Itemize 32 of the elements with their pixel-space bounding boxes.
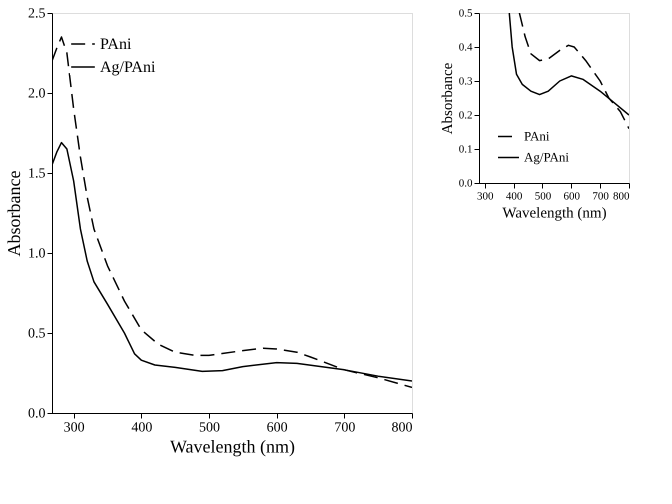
y-tick-label: 0.2 bbox=[458, 110, 472, 122]
legend-label: Ag/PAni bbox=[524, 150, 570, 164]
x-tick-label: 700 bbox=[592, 190, 610, 202]
x-tick-label: 500 bbox=[534, 190, 552, 202]
x-tick-label: 500 bbox=[198, 420, 220, 436]
y-tick-label: 0.0 bbox=[458, 178, 473, 190]
x-axis-title: Wavelength (nm) bbox=[170, 436, 296, 456]
x-tick-label: 400 bbox=[506, 190, 523, 202]
y-tick-label: 0.5 bbox=[28, 326, 46, 342]
x-tick-label: 300 bbox=[64, 420, 85, 436]
legend-label: PAni bbox=[524, 128, 550, 144]
x-tick-label: 400 bbox=[131, 420, 152, 436]
x-tick-label: 800 bbox=[392, 420, 412, 436]
x-tick-label: 600 bbox=[266, 420, 288, 436]
x-tick-label: 800 bbox=[613, 190, 630, 202]
legend-label: PAni bbox=[100, 36, 132, 53]
x-tick-label: 600 bbox=[564, 190, 581, 202]
y-tick-label: 2.5 bbox=[28, 6, 46, 22]
y-tick-label: 0.5 bbox=[458, 8, 473, 20]
x-tick-label: 700 bbox=[334, 420, 356, 436]
y-tick-label: 0.4 bbox=[458, 42, 473, 54]
y-axis-title: Absorbance bbox=[4, 170, 24, 256]
y-tick-label: 0.3 bbox=[458, 76, 473, 88]
x-tick-label: 300 bbox=[477, 190, 494, 202]
y-tick-label: 1.5 bbox=[28, 166, 46, 182]
y-tick-label: 0.1 bbox=[458, 144, 472, 156]
y-tick-label: 0.0 bbox=[28, 406, 46, 422]
y-tick-label: 1.0 bbox=[28, 246, 46, 262]
y-tick-label: 2.0 bbox=[28, 86, 46, 102]
legend-label: Ag/PAni bbox=[100, 59, 156, 76]
x-axis-title: Wavelength (nm) bbox=[502, 206, 607, 222]
y-axis-title: Absorbance bbox=[440, 62, 456, 134]
